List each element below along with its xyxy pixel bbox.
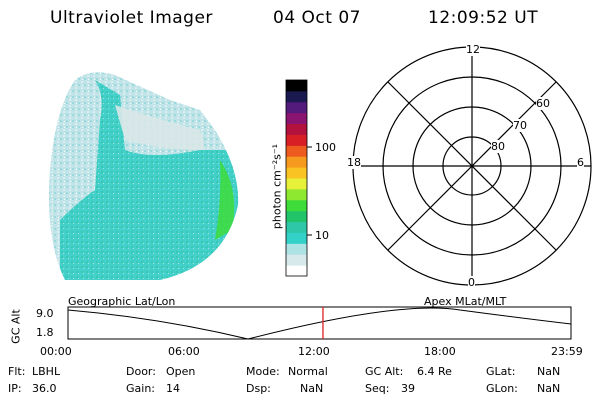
mlt-label-18: 18 (347, 156, 361, 169)
colorbar-cell (286, 112, 307, 125)
apex-caption: Apex MLat/MLT (424, 295, 507, 308)
door-label: Door: (126, 365, 156, 378)
x-tick-0: 00:00 (40, 345, 72, 358)
colorbar-cell (286, 254, 307, 266)
lat-label-80: 80 (491, 140, 505, 153)
x-tick-3: 18:00 (424, 345, 456, 358)
gc-alt-value: 6.4 Re (417, 365, 452, 378)
colorbar-label-100: 100 (315, 141, 336, 154)
colorbar-cell (286, 90, 307, 103)
dsp-value: NaN (300, 382, 324, 395)
colorbar-cell (286, 232, 307, 244)
x-tick-1: 06:00 (168, 345, 200, 358)
colorbar-cell (286, 156, 307, 168)
glat-label: GLat: (486, 365, 516, 378)
colorbar-cell (286, 80, 307, 92)
seq-value: 39 (401, 382, 415, 395)
gc-alt-curve (67, 307, 572, 340)
colorbar-cell (286, 123, 307, 135)
gain-label: Gain: (126, 382, 155, 395)
flt-label: Flt: (8, 365, 26, 378)
mlt-label-6: 6 (577, 156, 584, 169)
colorbar-cell (286, 199, 307, 212)
glon-value: NaN (537, 382, 561, 395)
mode-label: Mode: (246, 365, 280, 378)
y-min-label: 1.8 (36, 326, 54, 339)
mode-value: Normal (288, 365, 328, 378)
colorbar-cell (286, 243, 307, 255)
geographic-caption: Geographic Lat/Lon (68, 295, 176, 308)
date-label: 04 Oct 07 (273, 8, 361, 28)
colorbar-cell (286, 210, 307, 223)
colorbar-cell (286, 134, 307, 146)
time-label: 12:09:52 UT (428, 8, 539, 28)
x-tick-2: 12:00 (298, 345, 330, 358)
glon-label: GLon: (486, 382, 518, 395)
mlt-label-0: 0 (468, 276, 475, 289)
dsp-label: Dsp: (246, 382, 271, 395)
lat-label-70: 70 (513, 119, 527, 132)
ip-value: 36.0 (32, 382, 57, 395)
colorbar-label-10: 10 (315, 229, 329, 242)
y-max-label: 9.0 (36, 307, 54, 320)
colorbar-cell (286, 145, 307, 157)
lat-label-60: 60 (536, 97, 550, 110)
seq-label: Seq: (365, 382, 390, 395)
x-tick-4: 23:59 (551, 345, 583, 358)
gain-value: 14 (166, 382, 180, 395)
ip-label: IP: (8, 382, 22, 395)
gc-alt-label: GC Alt: (365, 365, 404, 378)
colorbar-cell (286, 167, 307, 179)
flt-value: LBHL (32, 365, 61, 378)
colorbar-cell (286, 188, 307, 201)
glat-value: NaN (537, 365, 561, 378)
colorbar-cell (286, 221, 307, 233)
mlt-label-12: 12 (466, 43, 480, 56)
colorbar-cell (286, 265, 307, 277)
colorbar-cell (286, 178, 307, 190)
instrument-title: Ultraviolet Imager (50, 8, 213, 28)
door-value: Open (166, 365, 196, 378)
colorbar-cell (286, 101, 307, 114)
